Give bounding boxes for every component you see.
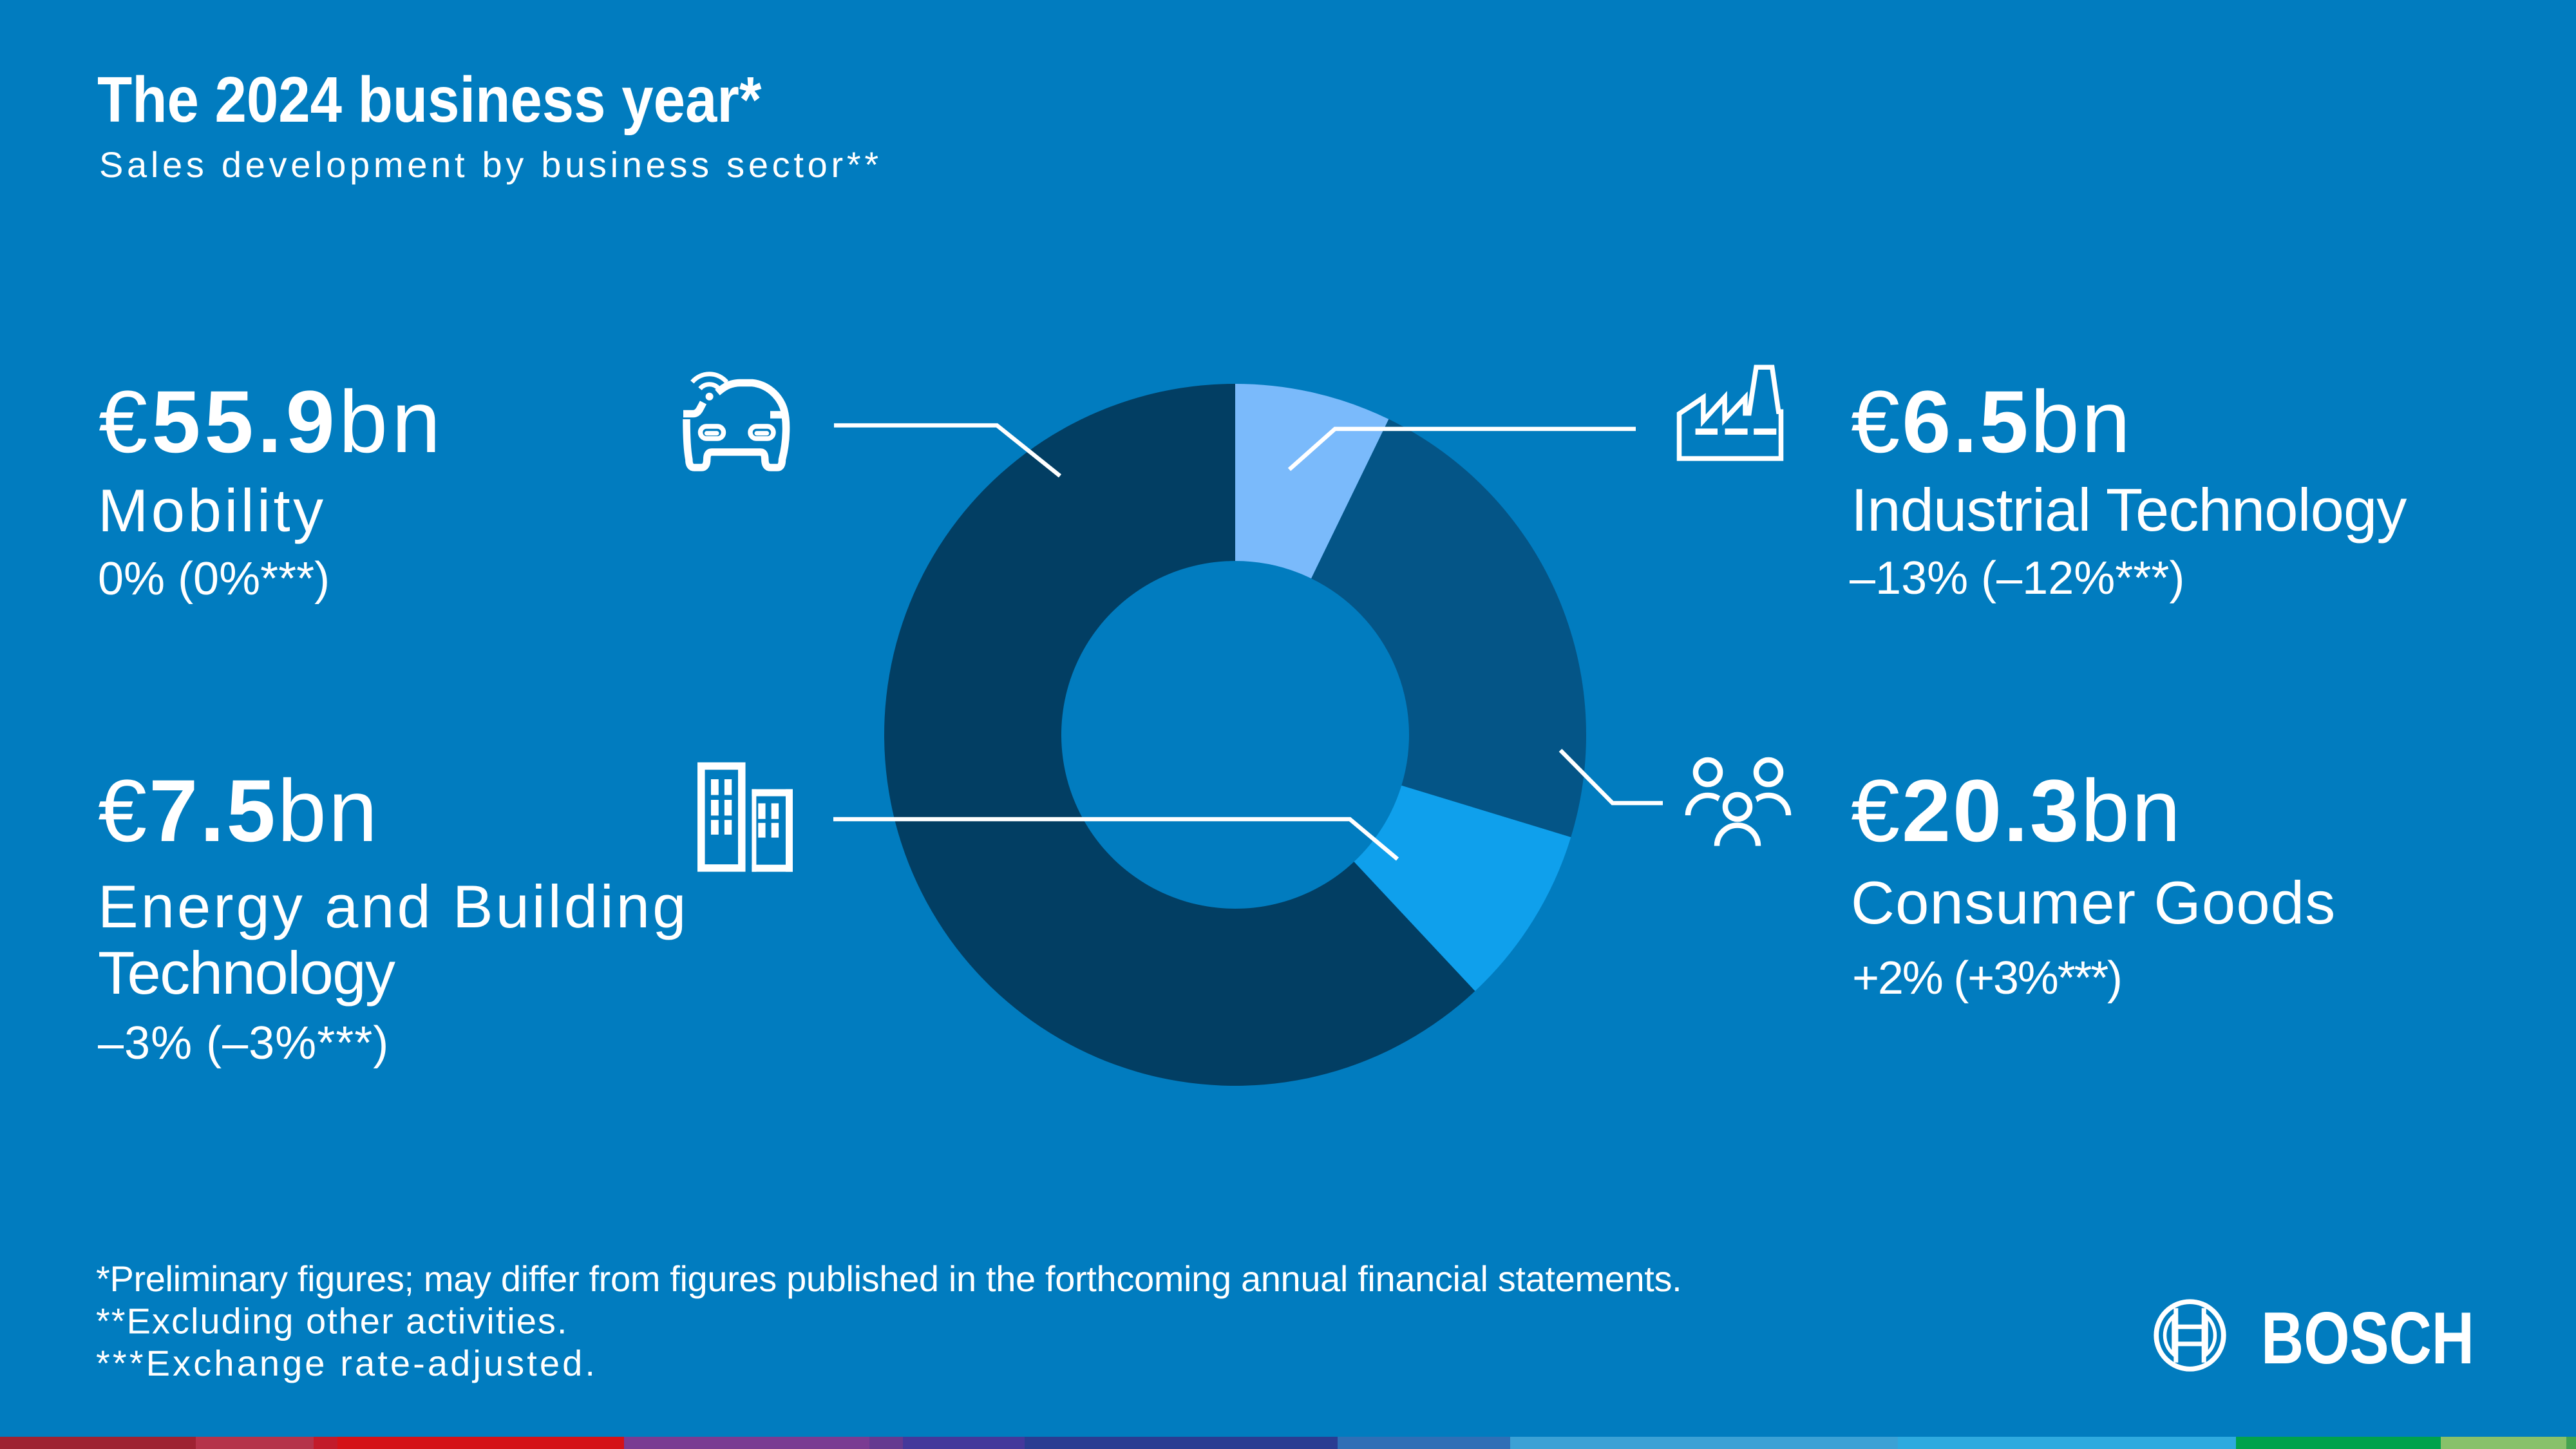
svg-text:Mobility: Mobility xyxy=(98,477,327,544)
svg-text:Technology: Technology xyxy=(98,939,395,1007)
svg-text:*Preliminary figures; may diff: *Preliminary figures; may differ from fi… xyxy=(96,1258,1681,1299)
svg-text:€6.5bn: €6.5bn xyxy=(1851,373,2132,471)
svg-text:BOSCH: BOSCH xyxy=(2261,1298,2474,1379)
svg-text:€20.3bn: €20.3bn xyxy=(1851,762,2183,860)
svg-text:0% (0%***): 0% (0%***) xyxy=(98,553,330,605)
svg-text:Consumer Goods: Consumer Goods xyxy=(1851,869,2336,936)
svg-text:€55.9bn: €55.9bn xyxy=(99,373,444,471)
svg-text:–3% (–3%***): –3% (–3%***) xyxy=(98,1018,389,1069)
svg-text:**Excluding other activities.: **Excluding other activities. xyxy=(96,1301,568,1341)
svg-text:Industrial Technology: Industrial Technology xyxy=(1851,476,2407,544)
svg-text:+2% (+3%***): +2% (+3%***) xyxy=(1852,952,2121,1004)
svg-text:***Exchange rate-adjusted.: ***Exchange rate-adjusted. xyxy=(96,1343,598,1383)
svg-text:–13% (–12%***): –13% (–12%***) xyxy=(1850,553,2184,604)
svg-text:The 2024 business year*: The 2024 business year* xyxy=(97,64,762,136)
svg-text:Energy and Building: Energy and Building xyxy=(98,873,688,940)
svg-text:Sales development by business: Sales development by business sector** xyxy=(99,144,882,185)
svg-text:€7.5bn: €7.5bn xyxy=(98,762,379,860)
